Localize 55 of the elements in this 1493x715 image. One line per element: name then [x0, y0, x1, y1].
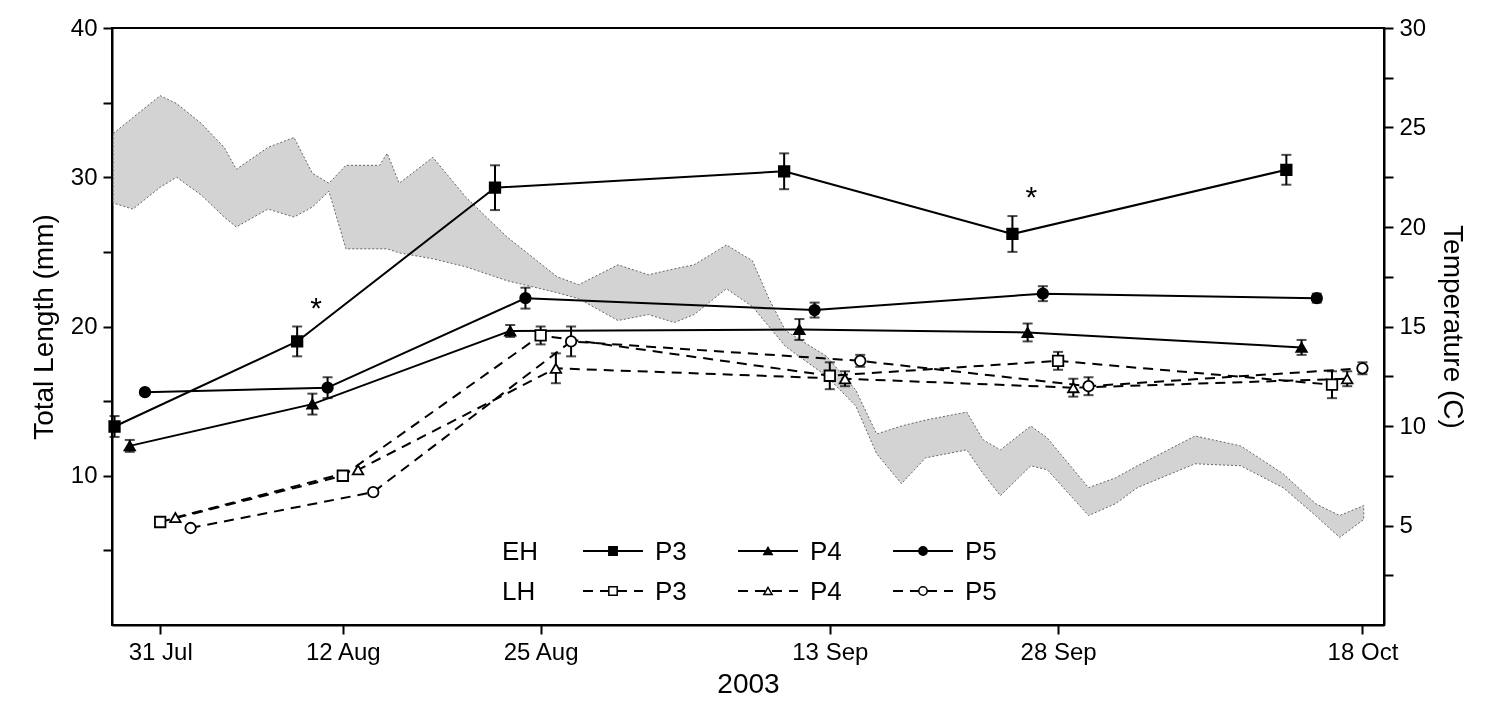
point	[1006, 227, 1019, 241]
point	[321, 381, 334, 394]
legend-label: P4	[810, 536, 842, 566]
x-tick-label: 31 Jul	[128, 637, 193, 665]
point	[184, 521, 197, 535]
point	[519, 292, 532, 305]
x-tick-label: 12 Aug	[305, 637, 381, 665]
x-axis-title: 2003	[717, 667, 780, 699]
point	[1325, 378, 1339, 391]
x-tick-label: 28 Sep	[1020, 637, 1097, 665]
y2-tick-label: 15	[1399, 312, 1427, 339]
point	[1067, 382, 1080, 394]
point	[108, 420, 121, 433]
annotation: *	[1025, 180, 1038, 214]
legend-label: P5	[965, 576, 997, 606]
point	[336, 469, 349, 482]
annotation: EH	[502, 536, 539, 566]
y-axis-title: Total Length (mm)	[27, 214, 59, 440]
y-tick-label: 20	[70, 312, 98, 339]
point	[549, 362, 563, 374]
point	[138, 386, 152, 399]
y-tick-label: 40	[70, 13, 98, 41]
annotation: *	[310, 290, 323, 324]
y-tick-label: 30	[70, 162, 98, 190]
legend-label: P4	[810, 576, 842, 606]
y2-tick-label: 5	[1399, 511, 1413, 538]
point	[169, 512, 182, 523]
point	[1082, 380, 1095, 393]
point	[1051, 354, 1065, 367]
legend-label: P3	[655, 536, 687, 566]
x-tick-label: 18 Oct	[1327, 637, 1399, 665]
point	[823, 369, 836, 382]
y2-tick-label: 20	[1399, 212, 1427, 240]
point	[291, 335, 304, 348]
point	[351, 464, 365, 476]
point	[488, 181, 502, 194]
point	[367, 486, 380, 499]
x-tick-label: 25 Aug	[503, 637, 579, 665]
point	[1021, 327, 1034, 338]
legend-label: P3	[655, 576, 687, 606]
point	[306, 398, 319, 410]
point	[154, 515, 167, 529]
point	[1280, 163, 1293, 176]
point	[564, 335, 578, 348]
annotation: LH	[502, 576, 536, 606]
point	[778, 165, 791, 178]
legend-label: P5	[965, 536, 997, 566]
point	[534, 329, 547, 342]
y2-tick-label: 30	[1399, 13, 1427, 41]
y2-axis-title: Temperature (C)	[1438, 225, 1470, 429]
x-tick-label: 13 Sep	[792, 637, 869, 665]
y-tick-label: 10	[70, 461, 98, 489]
y2-tick-label: 25	[1399, 113, 1427, 140]
point	[793, 324, 806, 335]
y2-tick-label: 10	[1399, 411, 1427, 439]
